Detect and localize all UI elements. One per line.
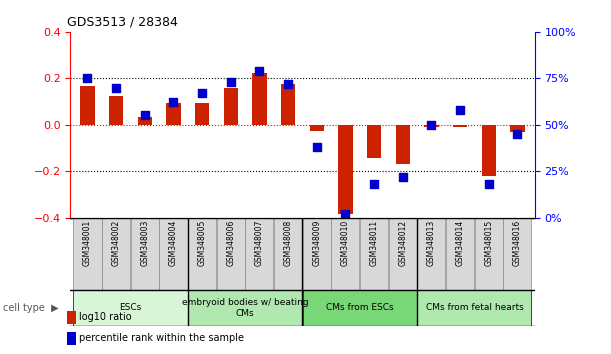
Bar	[475, 218, 503, 290]
Point	[255, 68, 265, 74]
Bar	[302, 290, 417, 326]
Bar	[102, 218, 130, 290]
Text: GSM348005: GSM348005	[197, 220, 207, 266]
Text: GSM348016: GSM348016	[513, 220, 522, 266]
Point	[340, 211, 350, 217]
Text: embryoid bodies w/ beating
CMs: embryoid bodies w/ beating CMs	[182, 298, 309, 318]
Bar	[131, 218, 159, 290]
Bar	[389, 218, 417, 290]
Point	[426, 122, 436, 128]
Bar	[338, 125, 353, 214]
Text: GSM348002: GSM348002	[112, 220, 120, 266]
Point	[484, 182, 494, 187]
Bar	[80, 86, 95, 125]
Point	[398, 174, 408, 180]
Point	[82, 75, 92, 81]
Text: GSM348001: GSM348001	[83, 220, 92, 266]
Bar	[446, 218, 474, 290]
Text: GSM348015: GSM348015	[485, 220, 493, 266]
Bar	[395, 125, 410, 164]
Bar	[67, 332, 76, 345]
Bar	[73, 290, 188, 326]
Text: GDS3513 / 28384: GDS3513 / 28384	[67, 16, 178, 29]
Bar	[510, 125, 525, 132]
Bar	[360, 218, 388, 290]
Bar	[310, 125, 324, 131]
Point	[140, 113, 150, 118]
Bar	[188, 218, 216, 290]
Text: GSM348006: GSM348006	[226, 220, 235, 266]
Text: CMs from ESCs: CMs from ESCs	[326, 303, 393, 313]
Bar	[281, 84, 295, 125]
Bar	[246, 218, 274, 290]
Bar	[274, 218, 302, 290]
Point	[369, 182, 379, 187]
Bar	[195, 103, 210, 125]
Bar	[166, 103, 181, 125]
Text: GSM348003: GSM348003	[141, 220, 149, 266]
Bar	[224, 88, 238, 125]
Text: GSM348007: GSM348007	[255, 220, 264, 266]
Point	[197, 90, 207, 96]
Bar	[503, 218, 532, 290]
Bar	[188, 290, 302, 326]
Bar	[417, 218, 445, 290]
Text: GSM348011: GSM348011	[370, 220, 379, 266]
Text: GSM348014: GSM348014	[456, 220, 464, 266]
Point	[513, 131, 522, 137]
Point	[455, 107, 465, 113]
Bar	[217, 218, 245, 290]
Bar	[302, 218, 331, 290]
Bar	[73, 218, 101, 290]
Point	[312, 144, 321, 150]
Bar	[331, 218, 359, 290]
Bar	[252, 73, 266, 125]
Bar	[453, 125, 467, 127]
Text: GSM348009: GSM348009	[312, 220, 321, 266]
Bar	[67, 311, 76, 324]
Point	[226, 79, 236, 85]
Point	[284, 81, 293, 87]
Text: GSM348010: GSM348010	[341, 220, 350, 266]
Text: percentile rank within the sample: percentile rank within the sample	[79, 333, 244, 343]
Text: CMs from fetal hearts: CMs from fetal hearts	[425, 303, 523, 313]
Bar	[109, 96, 123, 125]
Bar	[424, 125, 439, 127]
Text: GSM348013: GSM348013	[427, 220, 436, 266]
Bar	[481, 125, 496, 176]
Bar	[137, 117, 152, 125]
Point	[169, 100, 178, 105]
Bar	[367, 125, 381, 159]
Point	[111, 85, 121, 91]
Text: cell type  ▶: cell type ▶	[3, 303, 59, 313]
Text: GSM348012: GSM348012	[398, 220, 408, 266]
Text: GSM348004: GSM348004	[169, 220, 178, 266]
Text: ESCs: ESCs	[119, 303, 142, 313]
Bar	[417, 290, 532, 326]
Text: GSM348008: GSM348008	[284, 220, 293, 266]
Text: log10 ratio: log10 ratio	[79, 312, 132, 322]
Bar	[159, 218, 188, 290]
